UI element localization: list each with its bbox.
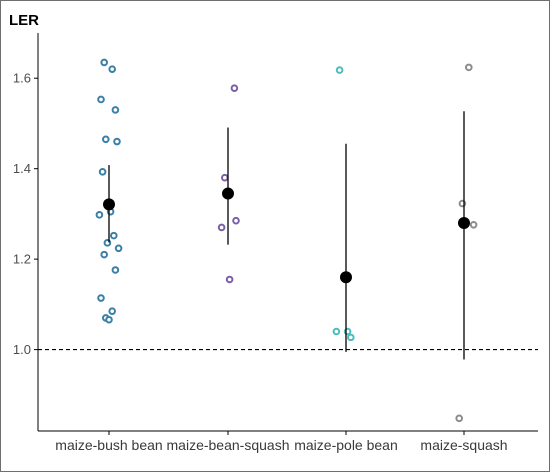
data-point <box>225 275 234 284</box>
data-point <box>110 231 118 240</box>
y-ticks-group: 1.0 1.2 1.4 1.6 <box>13 71 38 357</box>
y-tick-label: 1.0 <box>13 342 31 357</box>
summary-group <box>103 111 470 360</box>
data-point <box>108 307 116 315</box>
data-point <box>95 211 104 219</box>
data-point <box>221 173 229 182</box>
data-point <box>335 66 344 74</box>
mean-point <box>103 198 115 211</box>
data-point <box>113 137 121 146</box>
data-point <box>230 84 239 92</box>
data-points-group <box>95 58 478 423</box>
data-point <box>111 106 120 114</box>
data-point <box>98 168 107 176</box>
data-point <box>105 315 113 324</box>
mean-point <box>458 216 470 229</box>
data-point <box>217 223 226 232</box>
mean-point <box>340 271 352 284</box>
data-point <box>455 414 464 423</box>
data-point <box>114 244 123 253</box>
x-tick-label: maize-squash <box>420 437 507 453</box>
data-point <box>97 294 105 302</box>
x-ticks-group: maize-bush bean maize-bean-squash maize-po… <box>55 431 508 453</box>
data-point <box>108 65 116 73</box>
x-tick-label: maize-bush bean <box>55 437 162 453</box>
data-point <box>232 216 240 225</box>
data-point <box>100 250 108 259</box>
y-tick-label: 1.4 <box>13 161 31 176</box>
y-axis-title: LER <box>9 12 39 29</box>
x-tick-label: maize-bean-squash <box>167 437 290 453</box>
mean-point <box>222 187 234 200</box>
data-point <box>465 63 473 72</box>
y-tick-label: 1.6 <box>13 71 31 86</box>
y-tick-label: 1.2 <box>13 252 31 267</box>
x-tick-label: maize-pole bean <box>294 437 398 453</box>
data-point <box>111 266 120 274</box>
data-point <box>97 95 105 104</box>
data-point <box>347 333 355 342</box>
data-point <box>100 58 108 67</box>
data-point <box>332 327 341 336</box>
data-point <box>102 135 110 144</box>
data-point <box>469 220 478 229</box>
